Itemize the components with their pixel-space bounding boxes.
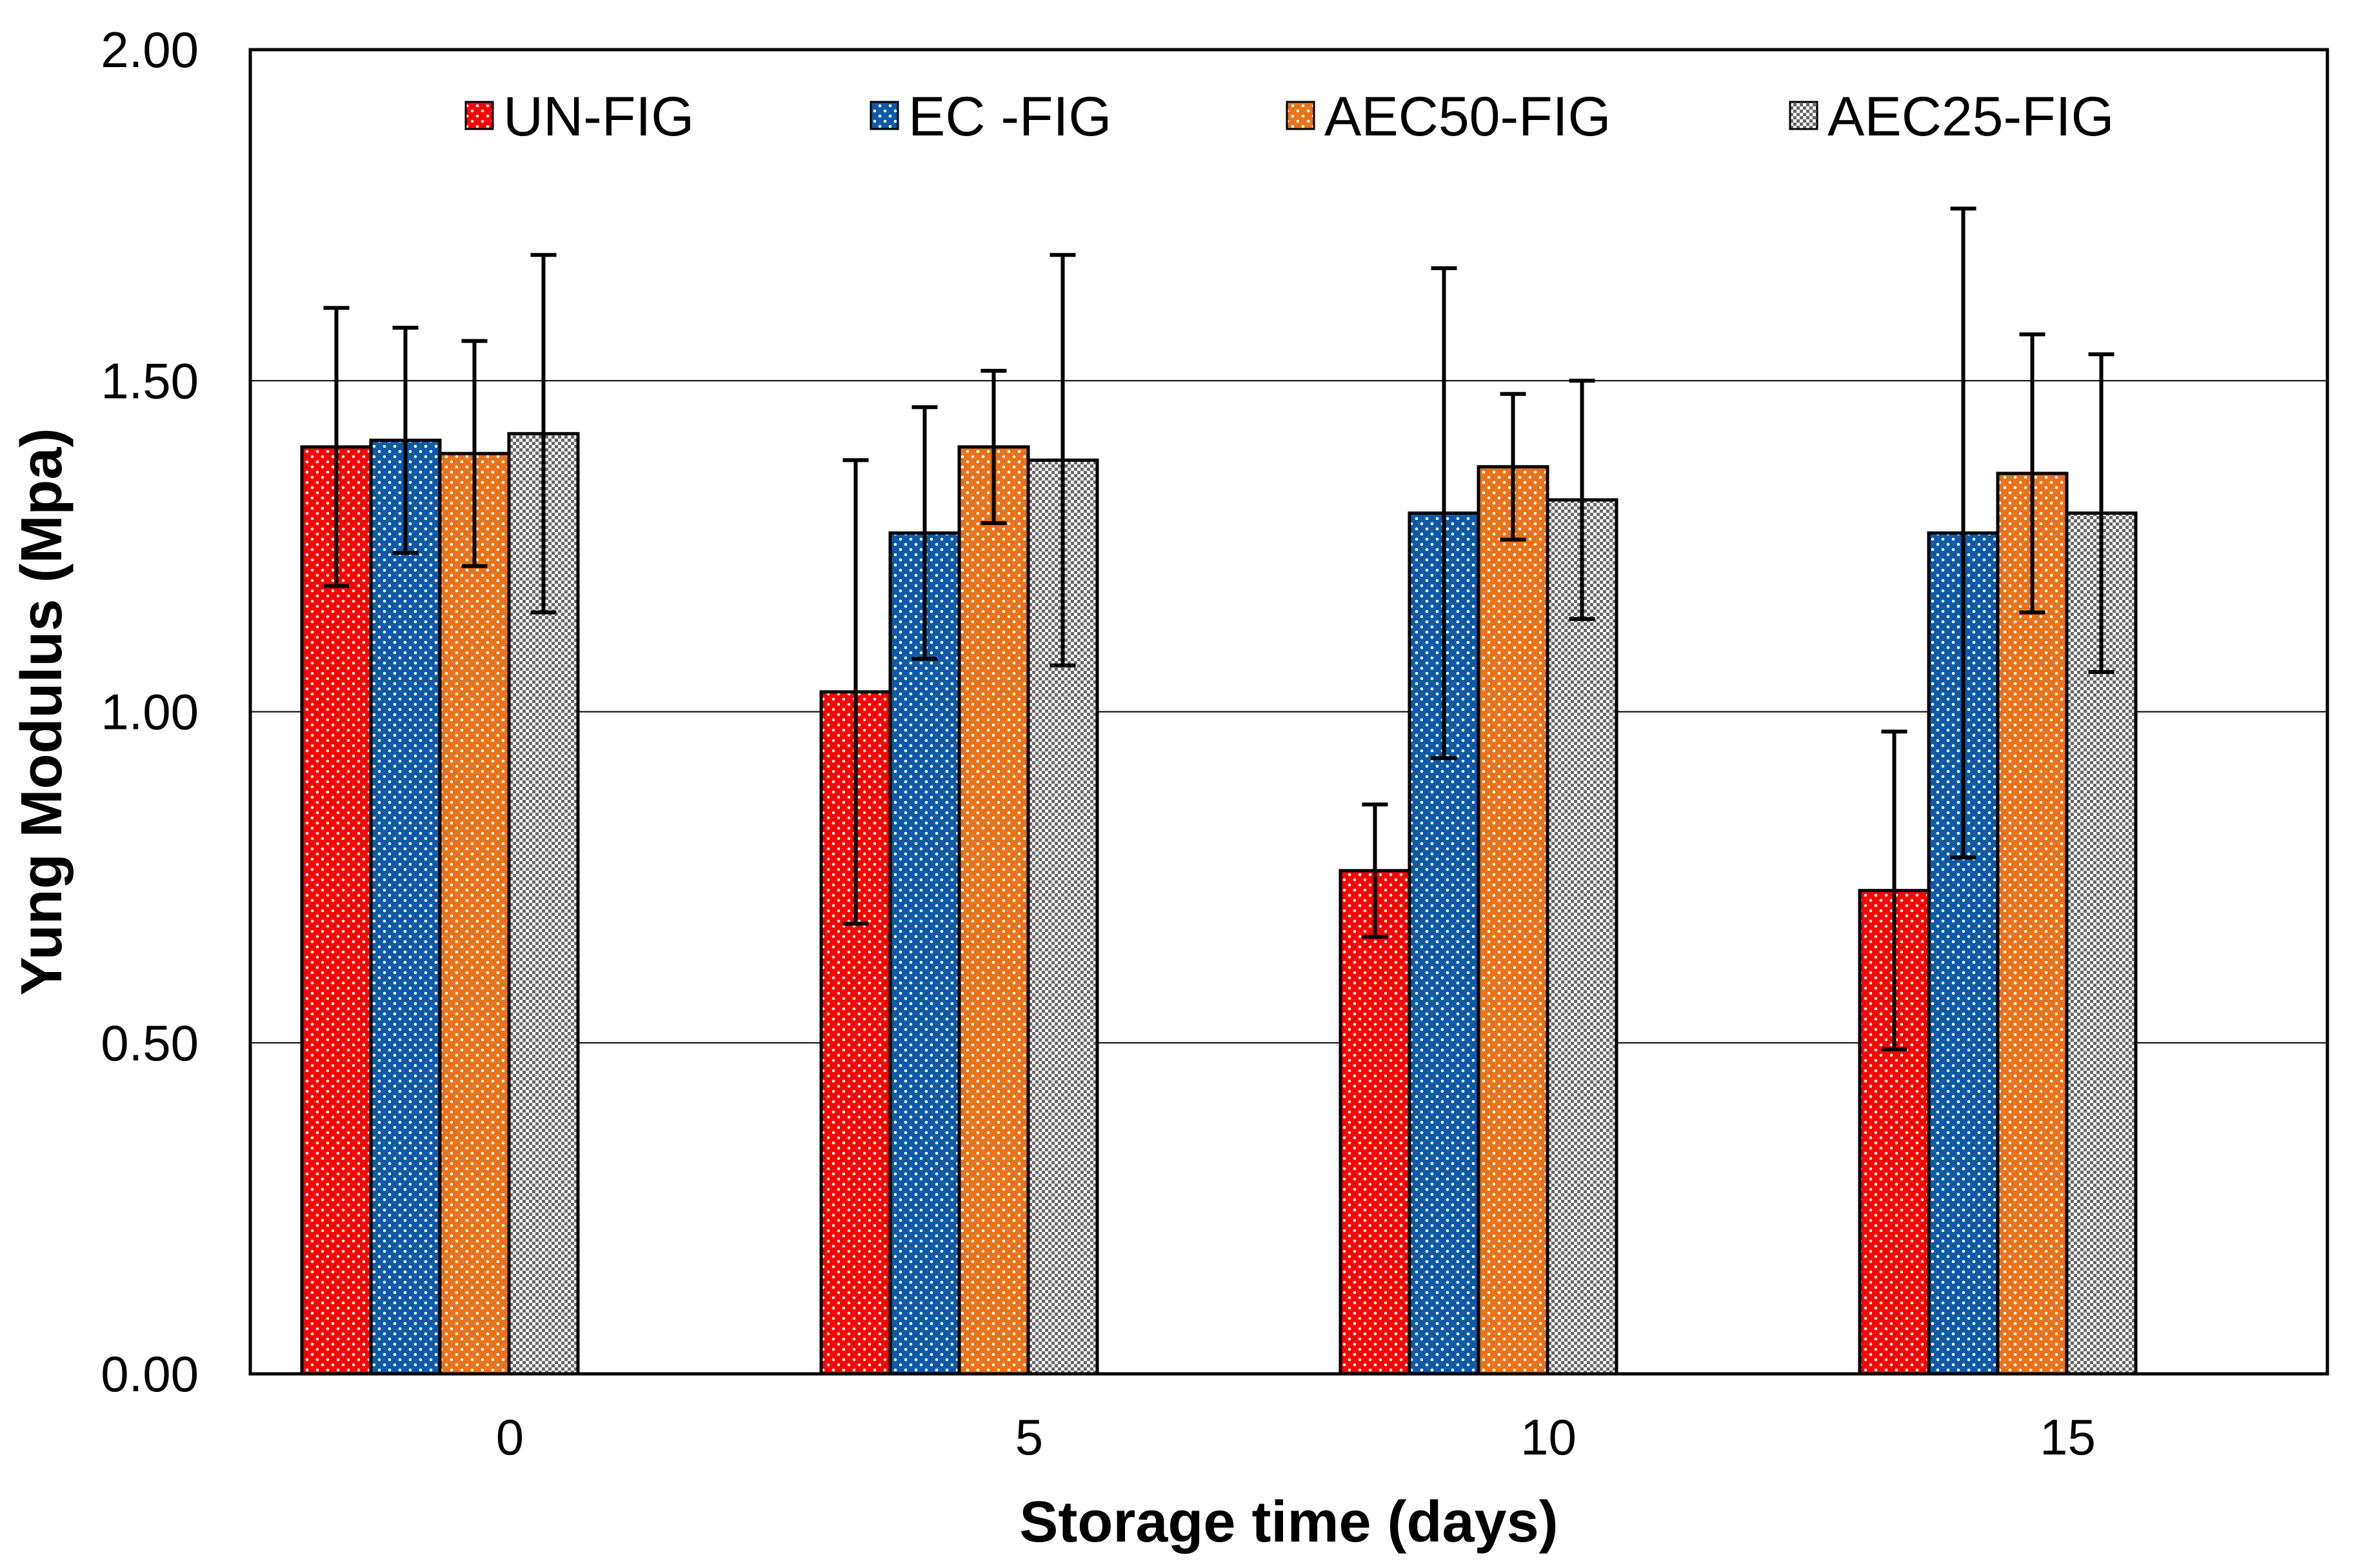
bar-ec-fig-t0: [369, 439, 442, 1376]
y-axis-title: Yung Modulus (Mpa): [10, 428, 74, 996]
legend: UN-FIG EC -FIG AEC50-FIG AEC25-FIG: [464, 86, 2114, 148]
legend-swatch: [870, 101, 899, 130]
y-tick-label: 2.00: [101, 21, 199, 78]
x-axis-ticks: 0 5 10 15: [496, 1409, 2096, 1465]
x-tick-label: 5: [1015, 1409, 1043, 1465]
error-bar-aec25-fig-t15: [2088, 352, 2115, 674]
bar-aec50-fig-t15: [1996, 471, 2069, 1376]
error-bar-ec-fig-t5: [911, 405, 938, 661]
error-bar-aec50-fig-t5: [980, 368, 1007, 525]
bar-aec25-fig-t10: [1546, 498, 1618, 1376]
legend-swatch: [464, 101, 494, 130]
legend-swatch: [1286, 101, 1315, 130]
legend-item-aec25-fig: AEC25-FIG: [1789, 86, 2114, 148]
bar-aec50-fig-t5: [957, 445, 1030, 1376]
legend-label: AEC25-FIG: [1827, 86, 2114, 148]
bars: [300, 432, 2138, 1376]
y-axis-ticks: 0.00 0.50 1.00 1.50 2.00: [101, 21, 199, 1402]
x-tick-label: 15: [2040, 1409, 2096, 1465]
y-tick-label: 1.00: [101, 684, 199, 740]
x-tick-label: 10: [1520, 1409, 1577, 1465]
error-bar-ec-fig-t10: [1431, 266, 1457, 760]
y-tick-label: 0.00: [101, 1345, 199, 1402]
legend-label: UN-FIG: [503, 86, 694, 148]
error-bar-aec50-fig-t15: [2019, 332, 2045, 615]
legend-swatch: [1789, 101, 1818, 130]
legend-label: AEC50-FIG: [1324, 86, 1611, 148]
y-tick-label: 0.50: [101, 1015, 199, 1071]
error-bar-ec-fig-t0: [392, 326, 419, 555]
error-bar-aec25-fig-t5: [1050, 253, 1076, 668]
legend-item-ec-fig: EC -FIG: [870, 86, 1111, 148]
error-bar-aec50-fig-t0: [461, 339, 488, 568]
error-bars: [323, 206, 2115, 1052]
error-bar-un-fig-t15: [1881, 729, 1907, 1052]
error-bar-un-fig-t10: [1362, 802, 1388, 939]
x-tick-label: 0: [496, 1409, 524, 1465]
plot-area-frame: [248, 48, 2329, 1376]
error-bar-ec-fig-t15: [1950, 206, 1976, 860]
bar-aec50-fig-t10: [1477, 465, 1549, 1376]
error-bar-aec25-fig-t0: [530, 253, 557, 615]
error-bar-aec50-fig-t10: [1500, 392, 1526, 542]
error-bar-un-fig-t0: [323, 306, 350, 588]
bar-un-fig-t10: [1339, 869, 1411, 1376]
error-bar-aec25-fig-t10: [1569, 379, 1595, 621]
legend-item-un-fig: UN-FIG: [464, 86, 694, 148]
y-tick-label: 1.50: [101, 352, 199, 409]
bar-un-fig-t0: [300, 445, 373, 1376]
bar-aec50-fig-t0: [438, 452, 511, 1376]
legend-label: EC -FIG: [908, 86, 1111, 148]
x-axis-title: Storage time (days): [1019, 1490, 1558, 1554]
error-bar-un-fig-t5: [842, 458, 869, 926]
legend-item-aec50-fig: AEC50-FIG: [1286, 86, 1611, 148]
